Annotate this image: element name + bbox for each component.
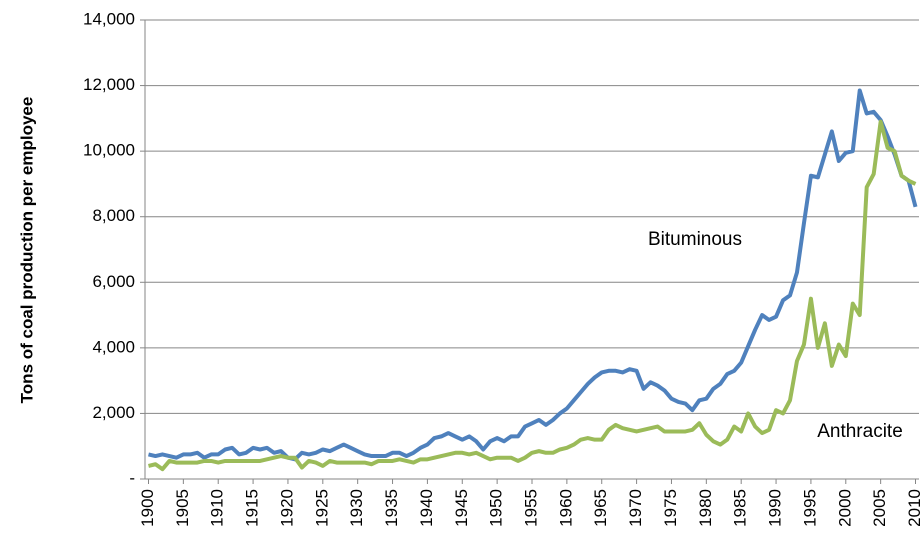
y-tick-label: 14,000 (83, 9, 135, 28)
y-tick-label: - (129, 468, 135, 487)
x-tick-label: 1970 (626, 489, 645, 527)
x-tick-label: 1915 (243, 489, 262, 527)
y-axis-label: Tons of coal production per employee (17, 97, 36, 404)
annotation: Anthracite (817, 421, 903, 442)
x-tick-label: 1910 (208, 489, 227, 527)
x-tick-label: 1965 (591, 489, 610, 527)
x-tick-label: 1920 (277, 489, 296, 527)
y-tick-label: 6,000 (92, 272, 135, 291)
y-tick-label: 12,000 (83, 75, 135, 94)
x-tick-label: 1960 (556, 489, 575, 527)
x-tick-label: 1905 (173, 489, 192, 527)
x-tick-label: 1935 (382, 489, 401, 527)
series-line (148, 119, 917, 472)
x-tick-label: 1980 (696, 489, 715, 527)
y-tick-label: 8,000 (92, 206, 135, 225)
x-tick-label: 1930 (347, 489, 366, 527)
y-tick-label: 4,000 (92, 337, 135, 356)
x-tick-label: 2000 (835, 489, 854, 527)
x-tick-label: 2005 (870, 489, 889, 527)
x-tick-label: 1940 (417, 489, 436, 527)
y-tick-label: 2,000 (92, 403, 135, 422)
y-tick-label: 10,000 (83, 141, 135, 160)
x-tick-label: 1945 (452, 489, 471, 527)
x-tick-label: 1925 (312, 489, 331, 527)
x-tick-label: 1975 (661, 489, 680, 527)
x-tick-label: 1990 (766, 489, 785, 527)
annotation: Bituminous (648, 229, 742, 250)
x-tick-label: 1985 (731, 489, 750, 527)
x-tick-label: 1900 (138, 489, 157, 527)
x-tick-label: 1950 (487, 489, 506, 527)
series-line (148, 88, 918, 462)
x-tick-label: 2010 (905, 489, 924, 527)
x-tick-label: 1995 (800, 489, 819, 527)
x-tick-label: 1955 (521, 489, 540, 527)
